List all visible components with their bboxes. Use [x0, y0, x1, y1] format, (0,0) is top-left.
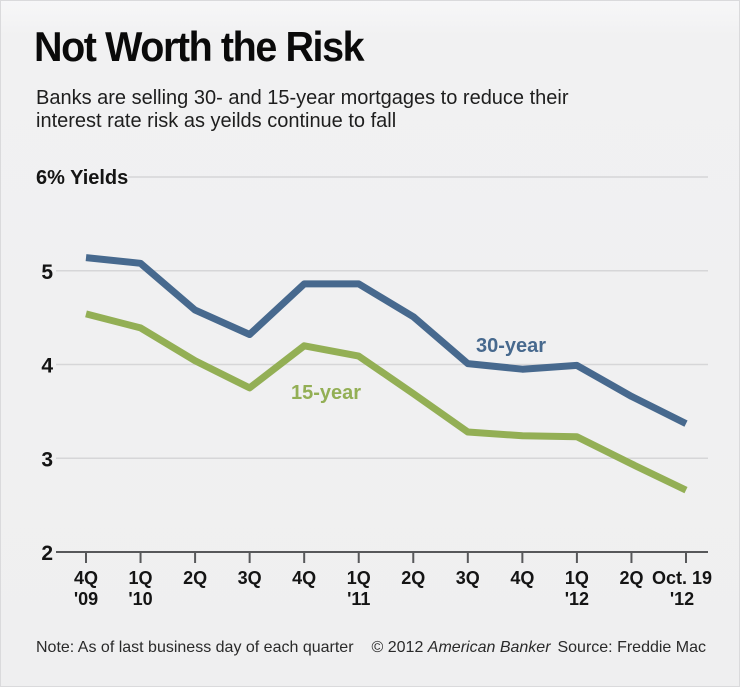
- series-label-30-year: 30-year: [476, 335, 546, 357]
- subtitle-line-2: interest rate risk as yeilds continue to…: [36, 110, 397, 132]
- y-tick-label: 5: [41, 261, 53, 284]
- x-tick-label: '12: [565, 589, 589, 609]
- copyright: © 2012 American Banker: [372, 639, 551, 657]
- x-tick-label: '10: [128, 589, 152, 609]
- footer-left-group: Note: As of last business day of each qu…: [36, 639, 551, 657]
- x-tick-label: 1Q: [129, 568, 153, 588]
- y-tick-label: 2: [41, 542, 53, 565]
- footnote: Note: As of last business day of each qu…: [36, 639, 354, 656]
- x-tick-label: '12: [670, 589, 694, 609]
- x-tick-label: 1Q: [347, 568, 371, 588]
- series-label-15-year: 15-year: [291, 382, 361, 404]
- source-credit: Source: Freddie Mac: [557, 639, 706, 656]
- y-tick-label: 4: [41, 355, 53, 378]
- chart-footer: Note: As of last business day of each qu…: [36, 639, 706, 657]
- yields-axis-label: 6% Yields: [36, 167, 128, 189]
- page-title: Not Worth the Risk: [34, 23, 365, 70]
- x-tick-label: 3Q: [456, 568, 480, 588]
- x-tick-label: 2Q: [401, 568, 425, 588]
- x-tick-label: Oct. 19: [652, 568, 712, 588]
- x-tick-label: 2Q: [619, 568, 643, 588]
- copyright-prefix: © 2012: [371, 639, 424, 656]
- x-tick-label: '09: [74, 589, 98, 609]
- x-tick-label: '11: [347, 589, 370, 609]
- chart-subtitle: Banks are selling 30- and 15-year mortga…: [36, 87, 569, 133]
- copyright-brand: American Banker: [427, 639, 551, 656]
- subtitle-line-1: Banks are selling 30- and 15-year mortga…: [36, 87, 569, 109]
- x-tick-label: 4Q: [74, 568, 98, 588]
- y-tick-label: 3: [41, 448, 53, 471]
- x-tick-label: 4Q: [510, 568, 534, 588]
- x-tick-label: 2Q: [183, 568, 207, 588]
- x-tick-label: 3Q: [238, 568, 262, 588]
- x-tick-label: 4Q: [292, 568, 316, 588]
- series-line-15-year: [85, 310, 688, 494]
- x-tick-label: 1Q: [565, 568, 589, 588]
- series-line-30-year: [85, 254, 688, 427]
